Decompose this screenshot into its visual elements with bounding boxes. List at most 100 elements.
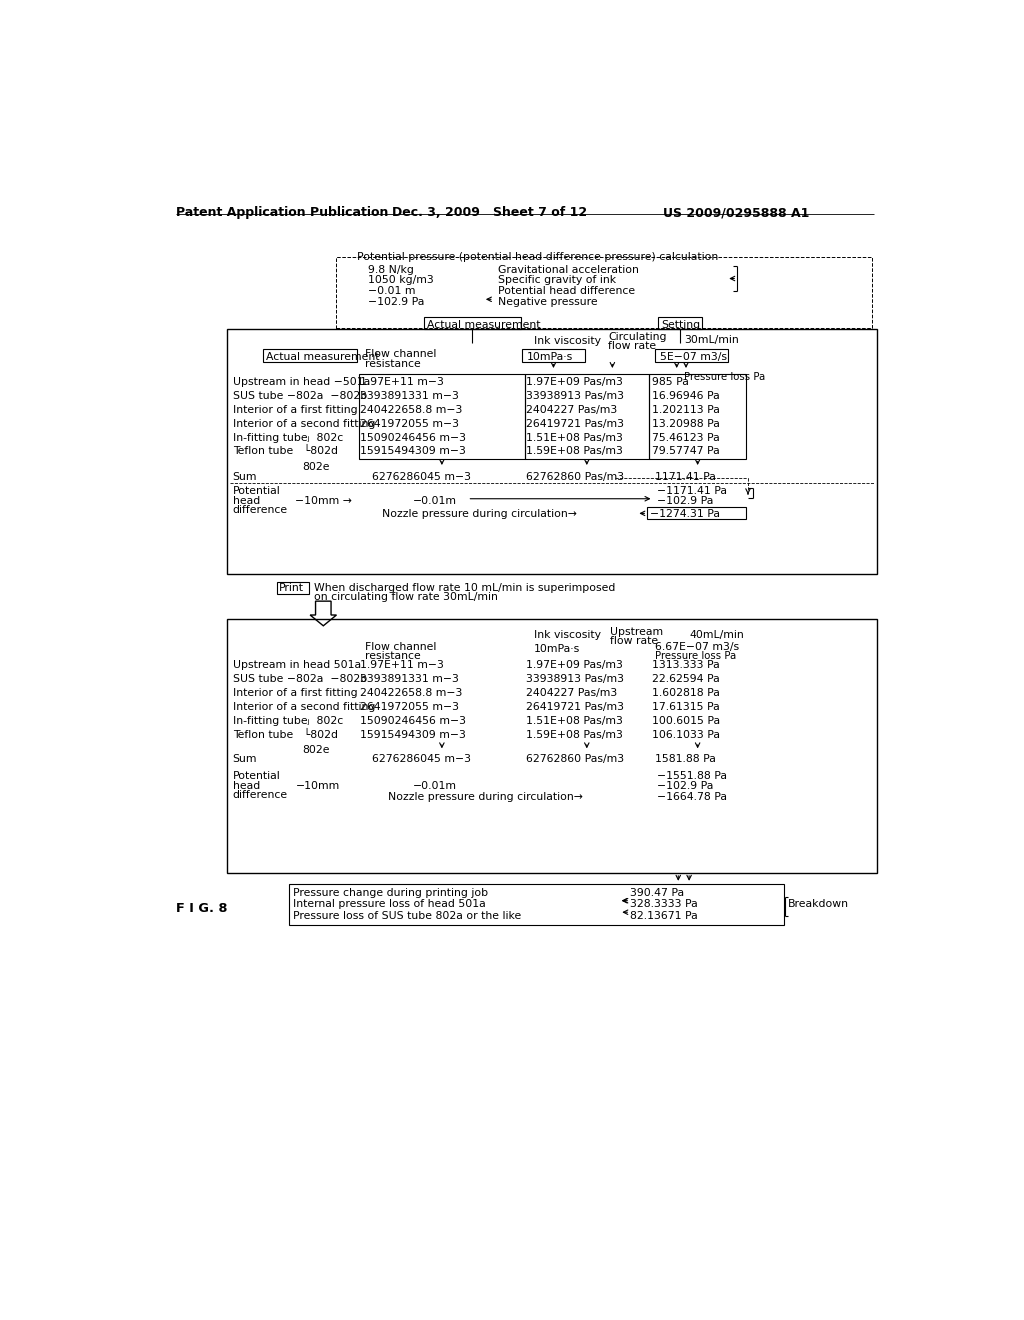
Text: 100.6015 Pa: 100.6015 Pa bbox=[652, 715, 720, 726]
Text: 240422658.8 m−3: 240422658.8 m−3 bbox=[360, 405, 463, 414]
Text: difference: difference bbox=[232, 789, 288, 800]
Text: 2404227 Pas/m3: 2404227 Pas/m3 bbox=[526, 405, 617, 414]
Text: 1313.333 Pa: 1313.333 Pa bbox=[652, 660, 720, 671]
Text: 106.1033 Pa: 106.1033 Pa bbox=[652, 730, 720, 739]
Text: 1.202113 Pa: 1.202113 Pa bbox=[652, 405, 720, 414]
Text: Actual measurement: Actual measurement bbox=[266, 352, 380, 363]
Text: 1.97E+09 Pas/m3: 1.97E+09 Pas/m3 bbox=[526, 378, 624, 387]
Text: Teflon tube   └802d: Teflon tube └802d bbox=[232, 446, 338, 457]
Text: Potential: Potential bbox=[232, 487, 281, 496]
Text: 9.8 N/kg: 9.8 N/kg bbox=[369, 264, 414, 275]
Text: 15915494309 m−3: 15915494309 m−3 bbox=[360, 730, 466, 739]
Text: 1.51E+08 Pas/m3: 1.51E+08 Pas/m3 bbox=[526, 433, 624, 442]
Text: 6276286045 m−3: 6276286045 m−3 bbox=[372, 755, 471, 764]
Text: 1.51E+08 Pas/m3: 1.51E+08 Pas/m3 bbox=[526, 715, 624, 726]
Text: 62762860 Pas/m3: 62762860 Pas/m3 bbox=[526, 755, 625, 764]
Text: 33938913 Pas/m3: 33938913 Pas/m3 bbox=[526, 391, 625, 401]
Text: Specific gravity of ink: Specific gravity of ink bbox=[499, 276, 616, 285]
Bar bbox=[647, 507, 746, 519]
Text: 2641972055 m−3: 2641972055 m−3 bbox=[360, 418, 460, 429]
Text: 3393891331 m−3: 3393891331 m−3 bbox=[360, 391, 460, 401]
Text: 1.97E+11 m−3: 1.97E+11 m−3 bbox=[360, 378, 444, 387]
Text: Upstream in head 501a: Upstream in head 501a bbox=[232, 660, 360, 671]
Text: flow rate: flow rate bbox=[610, 636, 658, 645]
Bar bbox=[336, 257, 872, 327]
Text: Potential pressure (potential head difference pressure) calculation: Potential pressure (potential head diffe… bbox=[356, 252, 718, 263]
Bar bbox=[263, 350, 357, 362]
Text: −10mm →: −10mm → bbox=[295, 496, 352, 506]
Text: Print: Print bbox=[280, 582, 304, 593]
Text: 390.47 Pa: 390.47 Pa bbox=[630, 887, 684, 898]
Text: resistance: resistance bbox=[366, 359, 421, 368]
Text: on circulating flow rate 30mL/min: on circulating flow rate 30mL/min bbox=[314, 591, 498, 602]
Text: 62762860 Pas/m3: 62762860 Pas/m3 bbox=[526, 471, 625, 482]
Text: 1581.88 Pa: 1581.88 Pa bbox=[655, 755, 716, 764]
Text: Internal pressure loss of head 501a: Internal pressure loss of head 501a bbox=[293, 899, 485, 909]
Text: Setting: Setting bbox=[662, 321, 700, 330]
Text: 15915494309 m−3: 15915494309 m−3 bbox=[360, 446, 466, 457]
Text: 1050 kg/m3: 1050 kg/m3 bbox=[369, 276, 434, 285]
Text: 240422658.8 m−3: 240422658.8 m−3 bbox=[360, 688, 463, 698]
Bar bbox=[227, 330, 877, 574]
Text: 2641972055 m−3: 2641972055 m−3 bbox=[360, 702, 460, 711]
Bar bbox=[521, 350, 586, 362]
Text: −1171.41 Pa: −1171.41 Pa bbox=[656, 487, 727, 496]
Text: When discharged flow rate 10 mL/min is superimposed: When discharged flow rate 10 mL/min is s… bbox=[314, 582, 615, 593]
Bar bbox=[276, 582, 309, 594]
Text: 75.46123 Pa: 75.46123 Pa bbox=[652, 433, 720, 442]
Bar bbox=[655, 350, 728, 362]
Text: −0.01 m: −0.01 m bbox=[369, 286, 416, 296]
Text: Pressure loss of SUS tube 802a or the like: Pressure loss of SUS tube 802a or the li… bbox=[293, 911, 521, 920]
Text: Interior of a second fitting: Interior of a second fitting bbox=[232, 702, 375, 711]
Text: Sum: Sum bbox=[232, 755, 257, 764]
Text: Sum: Sum bbox=[232, 471, 257, 482]
Text: −0.01m: −0.01m bbox=[414, 496, 457, 506]
Text: −102.9 Pa: −102.9 Pa bbox=[656, 496, 713, 507]
Text: 3393891331 m−3: 3393891331 m−3 bbox=[360, 675, 460, 684]
Text: 82.13671 Pa: 82.13671 Pa bbox=[630, 911, 698, 920]
Bar bbox=[289, 884, 783, 925]
Text: flow rate: flow rate bbox=[608, 341, 656, 351]
Bar bbox=[424, 317, 521, 330]
Text: −10mm: −10mm bbox=[295, 780, 340, 791]
Text: Ink viscosity: Ink viscosity bbox=[535, 335, 601, 346]
Text: resistance: resistance bbox=[366, 651, 421, 661]
Text: head: head bbox=[232, 496, 260, 506]
Text: 6276286045 m−3: 6276286045 m−3 bbox=[372, 471, 471, 482]
Text: 802e: 802e bbox=[302, 462, 330, 471]
Text: 33938913 Pas/m3: 33938913 Pas/m3 bbox=[526, 675, 625, 684]
Text: SUS tube −802a  −802b: SUS tube −802a −802b bbox=[232, 391, 367, 401]
Text: Circulating: Circulating bbox=[608, 331, 667, 342]
Text: −102.9 Pa: −102.9 Pa bbox=[656, 781, 713, 791]
FancyArrow shape bbox=[310, 601, 337, 626]
Text: Upstream: Upstream bbox=[610, 627, 664, 636]
Bar bbox=[649, 374, 746, 459]
Text: 26419721 Pas/m3: 26419721 Pas/m3 bbox=[526, 702, 625, 711]
Bar bbox=[359, 374, 525, 459]
Text: 6.67E−07 m3/s: 6.67E−07 m3/s bbox=[655, 642, 739, 652]
Text: 15090246456 m−3: 15090246456 m−3 bbox=[360, 715, 467, 726]
Text: Upstream in head −501a: Upstream in head −501a bbox=[232, 378, 370, 387]
Text: Potential head difference: Potential head difference bbox=[499, 286, 636, 296]
Text: Nozzle pressure during circulation→: Nozzle pressure during circulation→ bbox=[388, 792, 583, 803]
Text: difference: difference bbox=[232, 506, 288, 515]
Text: Nozzle pressure during circulation→: Nozzle pressure during circulation→ bbox=[382, 508, 578, 519]
Text: 17.61315 Pa: 17.61315 Pa bbox=[652, 702, 720, 711]
Text: Gravitational acceleration: Gravitational acceleration bbox=[499, 264, 639, 275]
Text: Interior of a first fitting: Interior of a first fitting bbox=[232, 688, 357, 698]
Text: 10mPa·s: 10mPa·s bbox=[535, 644, 581, 653]
Text: Negative pressure: Negative pressure bbox=[499, 297, 598, 308]
Text: −0.01m: −0.01m bbox=[414, 780, 457, 791]
Text: head: head bbox=[232, 780, 260, 791]
Text: 1171.41 Pa: 1171.41 Pa bbox=[655, 471, 716, 482]
Text: Interior of a first fitting: Interior of a first fitting bbox=[232, 405, 357, 414]
Text: Flow channel: Flow channel bbox=[366, 642, 436, 652]
Text: Dec. 3, 2009   Sheet 7 of 12: Dec. 3, 2009 Sheet 7 of 12 bbox=[391, 206, 587, 219]
Bar bbox=[227, 619, 877, 873]
Text: 15090246456 m−3: 15090246456 m−3 bbox=[360, 433, 467, 442]
Text: Pressure loss Pa: Pressure loss Pa bbox=[655, 651, 736, 661]
Text: −102.9 Pa: −102.9 Pa bbox=[369, 297, 425, 308]
Text: 2404227 Pas/m3: 2404227 Pas/m3 bbox=[526, 688, 617, 698]
Text: In-fitting tubeⱼ  802c: In-fitting tubeⱼ 802c bbox=[232, 433, 343, 442]
Text: F I G. 8: F I G. 8 bbox=[176, 903, 227, 915]
